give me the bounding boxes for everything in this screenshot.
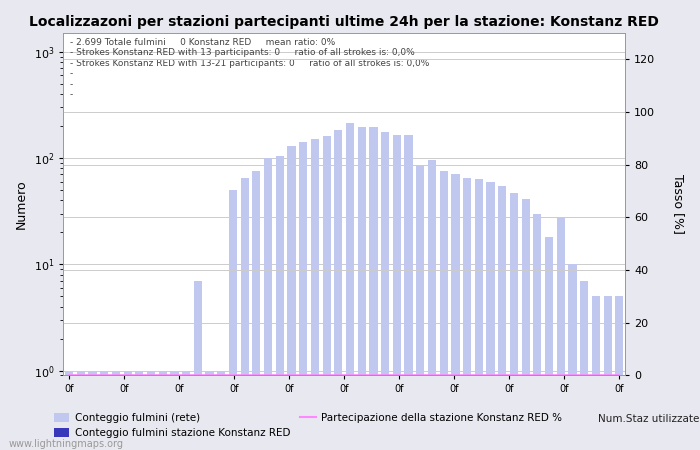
Bar (358, 127, 366, 450)
Y-axis label: Numero: Numero (15, 180, 28, 229)
Bar (522, 199, 530, 450)
Y-axis label: Tasso [%]: Tasso [%] (672, 174, 685, 234)
Bar (393, 135, 401, 450)
Bar (264, 158, 272, 450)
Bar (217, 371, 225, 450)
Text: www.lightningmaps.org: www.lightningmaps.org (8, 439, 123, 449)
Bar (311, 139, 319, 450)
Bar (568, 264, 577, 450)
Bar (299, 143, 307, 450)
Bar (381, 132, 389, 450)
Bar (252, 171, 260, 450)
Bar (556, 217, 565, 450)
Bar (170, 371, 178, 450)
Bar (533, 214, 542, 450)
Bar (370, 127, 377, 450)
Text: - 2.699 Totale fulmini     0 Konstanz RED     mean ratio: 0%
- Strokes Konstanz : - 2.699 Totale fulmini 0 Konstanz RED me… (70, 38, 429, 99)
Bar (159, 371, 167, 450)
Bar (65, 371, 74, 450)
Text: Num.Staz utilizzate: Num.Staz utilizzate (598, 414, 700, 424)
Bar (428, 160, 436, 450)
Bar (206, 371, 214, 450)
Bar (288, 146, 295, 450)
Bar (603, 296, 612, 450)
Bar (463, 178, 471, 450)
Bar (229, 190, 237, 450)
Bar (498, 185, 506, 450)
Title: Localizzazoni per stazioni partecipanti ultime 24h per la stazione: Konstanz RED: Localizzazoni per stazioni partecipanti … (29, 15, 659, 29)
Bar (123, 371, 132, 450)
Bar (475, 179, 483, 450)
Bar (88, 371, 97, 450)
Bar (182, 371, 190, 450)
Bar (580, 281, 588, 450)
Bar (135, 371, 143, 450)
Bar (194, 281, 202, 450)
Bar (510, 193, 518, 450)
Bar (346, 123, 354, 450)
Legend: Conteggio fulmini (rete), Conteggio fulmini stazione Konstanz RED, Partecipazion: Conteggio fulmini (rete), Conteggio fulm… (50, 409, 566, 442)
Bar (112, 371, 120, 450)
Bar (276, 156, 284, 450)
Bar (416, 166, 424, 450)
Bar (440, 171, 448, 450)
Bar (615, 296, 624, 450)
Bar (77, 371, 85, 450)
Bar (334, 130, 342, 450)
Bar (486, 181, 495, 450)
Bar (592, 296, 600, 450)
Bar (241, 178, 248, 450)
Bar (405, 135, 413, 450)
Bar (323, 136, 330, 450)
Bar (100, 371, 108, 450)
Bar (147, 371, 155, 450)
Bar (452, 175, 459, 450)
Bar (545, 237, 553, 450)
